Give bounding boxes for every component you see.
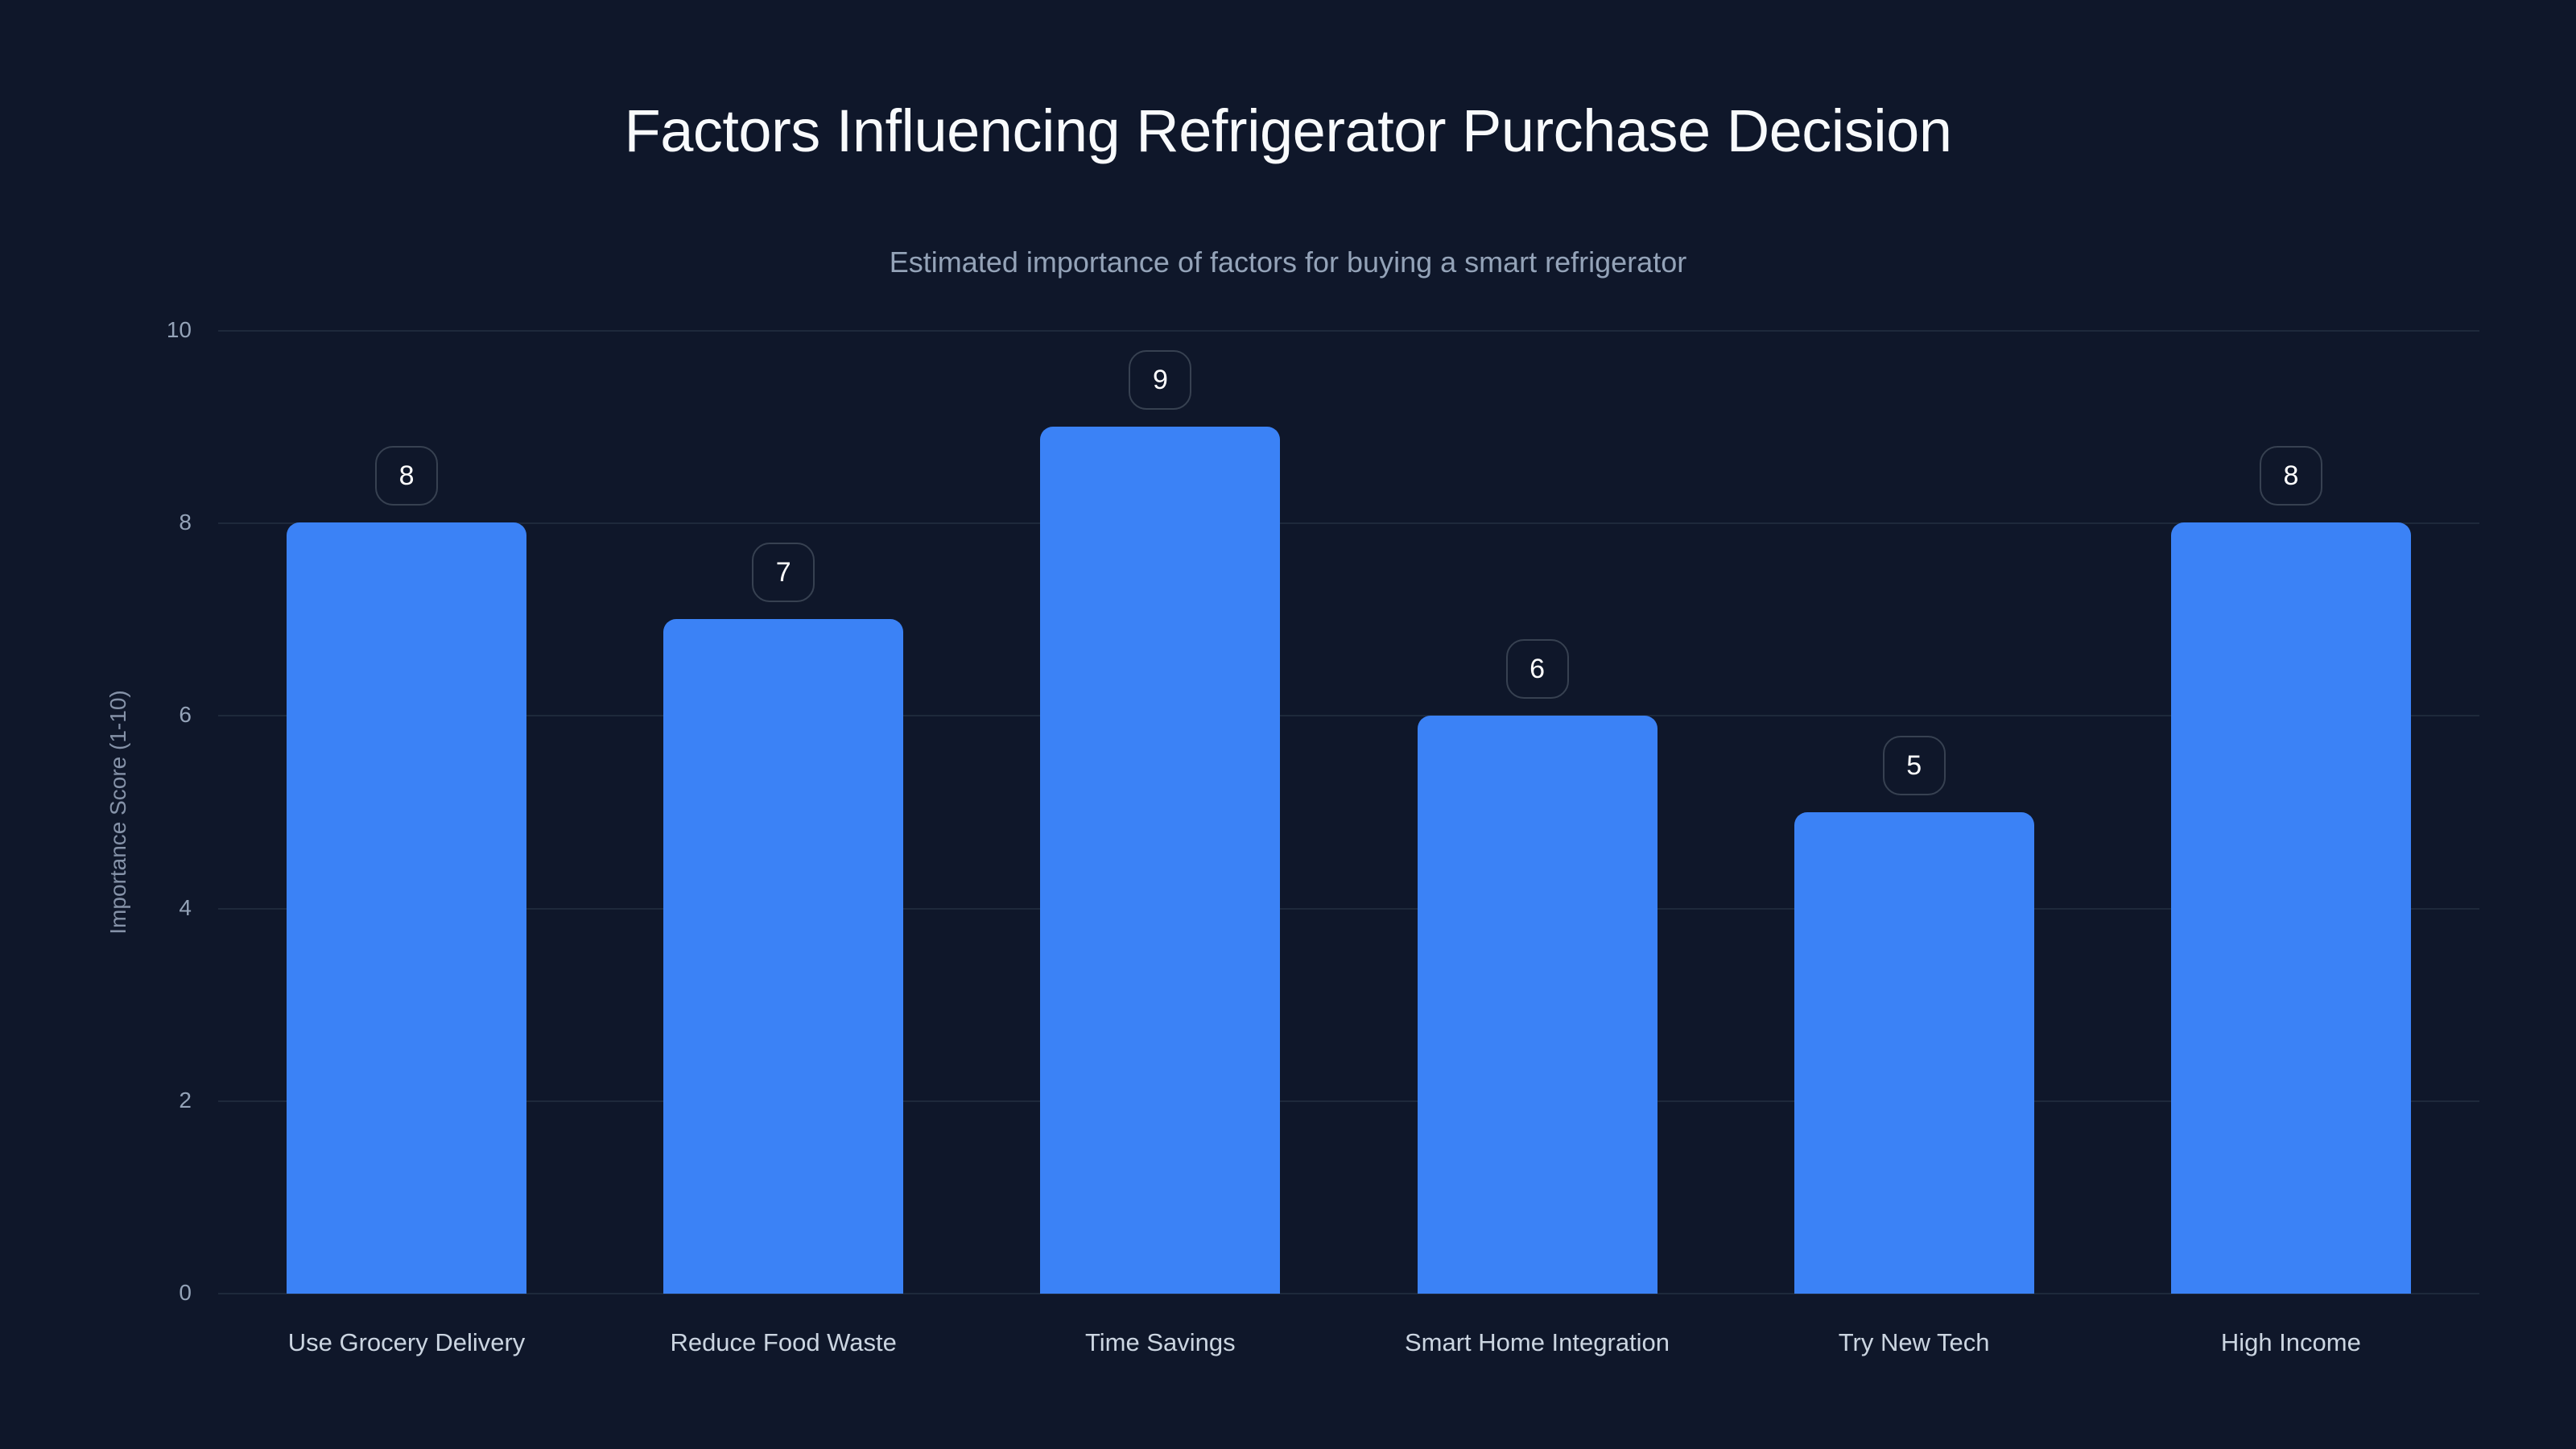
- bar-high-income: [2170, 522, 2411, 1294]
- value-label-try-new-tech: 5: [1882, 735, 1946, 795]
- gridline-0-baseline: [218, 1293, 2479, 1294]
- gridline-4: [218, 908, 2479, 910]
- category-label-smart-home-integration: Smart Home Integration: [1404, 1328, 1670, 1356]
- y-tick-10: 10: [166, 317, 192, 342]
- y-tick-8: 8: [179, 510, 192, 535]
- y-tick-4: 4: [179, 895, 192, 920]
- category-label-reduce-food-waste: Reduce Food Waste: [670, 1328, 897, 1356]
- category-label-high-income: High Income: [2220, 1328, 2361, 1356]
- plot-area: 10 8 6 4 2 0 8 Use Grocery Delivery 7 Reduc…: [167, 317, 2479, 1356]
- bar-time-savings: [1040, 426, 1281, 1294]
- value-label-reduce-food-waste: 7: [752, 543, 815, 603]
- bar-smart-home-integration: [1417, 715, 1657, 1294]
- value-label-smart-home-integration: 6: [1505, 638, 1569, 699]
- category-label-use-grocery-delivery: Use Grocery Delivery: [287, 1328, 526, 1356]
- category-label-time-savings: Time Savings: [1085, 1328, 1236, 1356]
- bar-use-grocery-delivery: [287, 522, 527, 1294]
- bar-try-new-tech: [1794, 811, 2034, 1294]
- bar-reduce-food-waste: [663, 619, 904, 1294]
- value-label-high-income: 8: [2259, 446, 2322, 506]
- gridline-2: [218, 1100, 2479, 1102]
- y-tick-6: 6: [179, 702, 192, 727]
- chart-title: Factors Influencing Refrigerator Purchas…: [624, 97, 1953, 164]
- value-label-use-grocery-delivery: 8: [375, 446, 439, 506]
- gridline-10: [218, 330, 2479, 332]
- y-tick-2: 2: [179, 1088, 192, 1113]
- category-label-try-new-tech: Try New Tech: [1838, 1328, 1990, 1356]
- value-label-time-savings: 9: [1129, 349, 1192, 410]
- chart-subtitle: Estimated importance of factors for buyi…: [889, 246, 1687, 279]
- y-tick-0: 0: [179, 1280, 192, 1305]
- gridline-8: [218, 522, 2479, 524]
- gridline-6: [218, 715, 2479, 716]
